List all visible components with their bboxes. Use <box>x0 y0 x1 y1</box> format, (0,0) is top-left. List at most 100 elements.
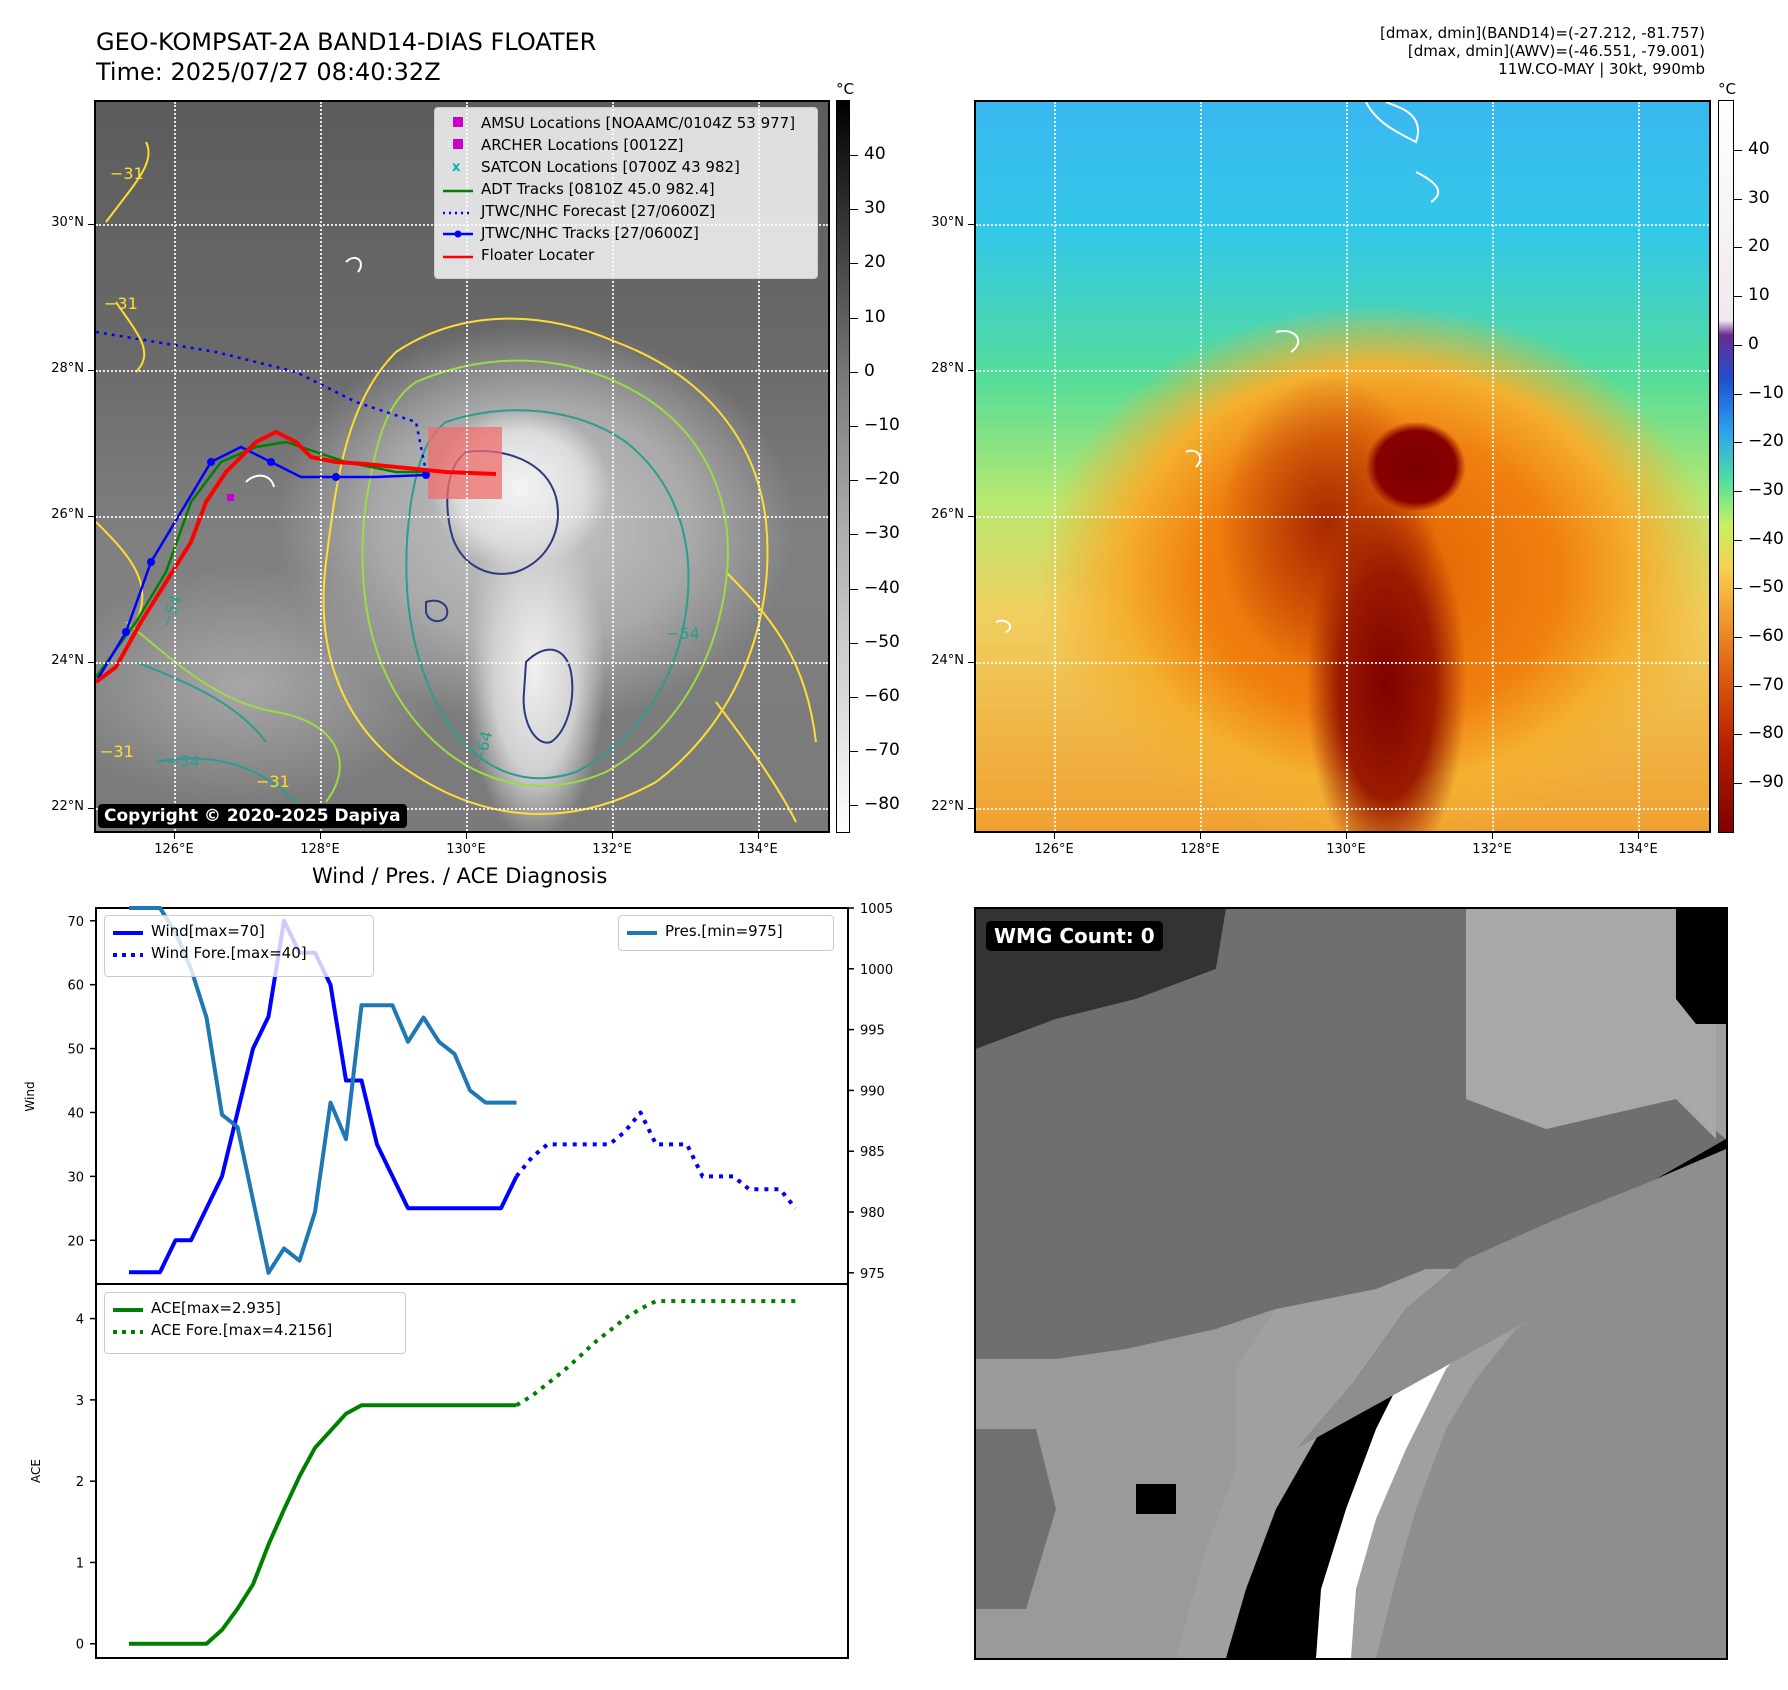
wind-ytick-label: 30 <box>67 1170 84 1185</box>
ace-legend-line-icon <box>113 1299 143 1317</box>
awv-colorbar-tick-mark <box>1734 588 1742 590</box>
lon-tick-mark <box>320 833 321 839</box>
awv-colorbar-tick-mark <box>1734 685 1742 687</box>
awv-coastlines <box>995 102 1440 633</box>
ir-colorbar-tick-label: −30 <box>864 523 900 544</box>
lon-tick-mark <box>1492 833 1493 839</box>
pressure-legend-label: Pres.[min=975] <box>665 922 783 940</box>
awv-colorbar-unit: °C <box>1718 80 1736 98</box>
ir-colorbar-tick-mark <box>850 317 858 319</box>
ir-legend-item: x SATCON Locations [0700Z 43 982] <box>443 156 809 178</box>
ir-colorbar-tick-mark <box>850 209 858 211</box>
awv-colorbar-tick-mark <box>1734 539 1742 541</box>
lon-tick-mark <box>758 833 759 839</box>
ir-colorbar-tick-label: −20 <box>864 469 900 490</box>
series-line-ace <box>129 1403 517 1646</box>
diagnosis-title: Wind / Pres. / ACE Diagnosis <box>312 864 608 888</box>
awv-colorbar-tick-label: 10 <box>1748 285 1770 306</box>
lon-tick-mark <box>466 833 467 839</box>
ir-colorbar-tick-mark <box>850 588 858 590</box>
legend-x-icon: x <box>443 158 473 176</box>
header-info: [dmax, dmin](BAND14)=(-27.212, -81.757) … <box>1380 24 1705 78</box>
svg-text:x: x <box>452 160 461 172</box>
ir-colorbar-tick-label: −80 <box>864 794 900 815</box>
wmg-count-badge: WMG Count: 0 <box>986 921 1163 951</box>
wind-ytick-label: 60 <box>67 979 84 994</box>
awv-colorbar-tick-label: −70 <box>1748 674 1784 695</box>
awv-colorbar-tick-mark <box>1734 637 1742 638</box>
lat-tick-label: 28°N <box>931 361 964 376</box>
info-band14-range: [dmax, dmin](BAND14)=(-27.212, -81.757) <box>1380 24 1705 42</box>
awv-colorbar-tick-label: 30 <box>1748 187 1770 208</box>
lat-tick-label: 30°N <box>51 215 84 230</box>
lon-tick-mark <box>1346 833 1347 839</box>
ir-colorbar-tick-label: −50 <box>864 631 900 652</box>
lat-tick-mark <box>88 516 94 517</box>
lat-tick-mark <box>88 370 94 371</box>
awv-colorbar-tick-label: 20 <box>1748 236 1770 257</box>
contour-label: −31 <box>104 294 138 313</box>
ace-fore-legend-label: ACE Fore.[max=4.2156] <box>151 1321 333 1339</box>
wind-plot-frame <box>95 907 849 1285</box>
lon-tick-label: 134°E <box>1618 842 1658 857</box>
info-awv-range: [dmax, dmin](AWV)=(-46.551, -79.001) <box>1407 42 1705 60</box>
lon-tick-label: 128°E <box>1180 842 1220 857</box>
lat-tick-label: 30°N <box>931 215 964 230</box>
legend-line-icon <box>443 246 473 264</box>
lat-tick-mark <box>968 370 974 371</box>
awv-colorbar-tick-mark <box>1734 344 1742 346</box>
info-storm-status: 11W.CO-MAY | 30kt, 990mb <box>1498 60 1705 78</box>
wind-ytick-label: 40 <box>67 1106 84 1121</box>
pressure-legend: Pres.[min=975] <box>618 915 834 951</box>
ir-colorbar-tick-label: 10 <box>864 306 886 327</box>
wind-ytick-label: 70 <box>67 915 84 930</box>
lat-tick-label: 22°N <box>51 799 84 814</box>
wind-fore-legend-line-icon <box>113 944 143 962</box>
lat-tick-label: 22°N <box>931 799 964 814</box>
series-line-wind-fore- <box>514 1110 798 1210</box>
ir-colorbar-tick-mark <box>850 426 858 427</box>
ir-colorbar-tick-label: −40 <box>864 577 900 598</box>
ace-ytick-label: 2 <box>76 1475 84 1490</box>
awv-colorbar-tick-label: −50 <box>1748 577 1784 598</box>
awv-colorbar-tick-label: 40 <box>1748 139 1770 159</box>
pressure-ytick-label: 995 <box>860 1024 885 1039</box>
awv-colorbar-tick-mark <box>1734 296 1742 298</box>
awv-colorbar-tick-label: −10 <box>1748 382 1784 403</box>
pressure-ytick-label: 980 <box>860 1206 885 1221</box>
ir-colorbar-tick-mark <box>850 371 858 373</box>
ir-colorbar-tick-mark <box>850 642 858 644</box>
ir-legend-label: Floater Locater <box>481 246 595 264</box>
ace-axis-label: ACE <box>29 1459 43 1483</box>
contour-label: −54 <box>666 624 700 643</box>
ir-legend-item: JTWC/NHC Tracks [27/0600Z] <box>443 222 809 244</box>
lon-tick-label: 130°E <box>1326 842 1366 857</box>
ace-fore-legend-line-icon <box>113 1321 143 1339</box>
wind-legend: Wind[max=70] Wind Fore.[max=40] <box>104 915 374 977</box>
awv-colorbar-tick-label: −90 <box>1748 772 1784 793</box>
ir-colorbar-tick-mark <box>850 155 858 156</box>
ir-contours <box>96 141 817 823</box>
lon-tick-label: 126°E <box>1034 842 1074 857</box>
ir-legend-item: Floater Locater <box>443 244 809 266</box>
lat-tick-mark <box>88 662 94 663</box>
pressure-ytick-label: 1000 <box>860 963 893 978</box>
pressure-ytick-label: 975 <box>860 1267 885 1282</box>
lat-tick-label: 26°N <box>931 507 964 522</box>
ir-legend-label: ADT Tracks [0810Z 45.0 982.4] <box>481 180 715 198</box>
legend-square-icon <box>443 136 473 154</box>
lon-tick-mark <box>1054 833 1055 839</box>
ir-colorbar-tick-mark <box>850 263 858 265</box>
ir-colorbar-tick-label: 30 <box>864 198 886 219</box>
legend-line-dot-icon <box>443 224 473 242</box>
ace-ytick-label: 4 <box>76 1313 84 1328</box>
awv-colorbar-tick-label: −60 <box>1748 626 1784 646</box>
lat-tick-label: 28°N <box>51 361 84 376</box>
ir-colorbar-tick-mark <box>850 534 858 536</box>
awv-colorbar-tick-mark <box>1734 247 1742 249</box>
ir-colorbar-tick-mark <box>850 697 858 698</box>
lon-tick-mark <box>1638 833 1639 839</box>
lat-tick-label: 24°N <box>931 653 964 668</box>
lon-tick-mark <box>612 833 613 839</box>
lat-tick-mark <box>968 808 974 809</box>
